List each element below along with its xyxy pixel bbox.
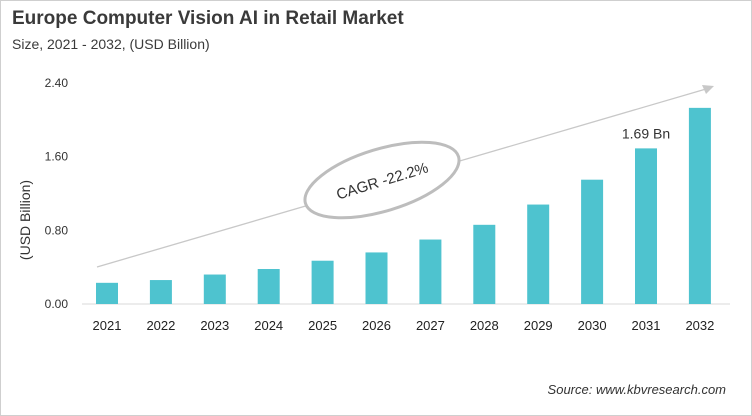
- x-tick-label: 2024: [254, 318, 283, 333]
- bar-2028: [473, 224, 496, 304]
- x-tick-label: 2028: [470, 318, 499, 333]
- bar-2025: [311, 260, 334, 304]
- bar-2029: [527, 204, 550, 304]
- bar-2027: [419, 239, 442, 304]
- x-tick-label: 2027: [416, 318, 445, 333]
- y-axis-label: (USD Billion): [17, 180, 33, 260]
- x-tick-label: 2025: [308, 318, 337, 333]
- bar-2022: [149, 280, 172, 304]
- bar-2031: [635, 148, 657, 304]
- x-tick-label: 2029: [524, 318, 553, 333]
- x-tick-label: 2023: [200, 318, 229, 333]
- x-tick-label: 2022: [146, 318, 175, 333]
- bar-2032: [688, 107, 711, 304]
- source-note: Source: www.kbvresearch.com: [547, 382, 726, 397]
- y-tick-label: 2.40: [45, 76, 69, 90]
- arrow-head-icon: [702, 85, 714, 94]
- x-tick-label: 2021: [93, 318, 122, 333]
- x-tick-label: 2026: [362, 318, 391, 333]
- y-tick-label: 1.60: [45, 150, 69, 164]
- x-tick-label: 2030: [578, 318, 607, 333]
- bar-2026: [365, 252, 388, 304]
- cagr-ellipse: [303, 140, 461, 220]
- bar-2023: [203, 274, 226, 304]
- chart-subtitle: Size, 2021 - 2032, (USD Billion): [12, 36, 210, 52]
- bar-2024: [257, 269, 280, 304]
- data-label-2031: 1.69 Bn: [622, 125, 670, 141]
- chart-title: Europe Computer Vision AI in Retail Mark…: [12, 8, 404, 29]
- y-tick-label: 0.00: [45, 297, 69, 311]
- x-tick-label: 2031: [632, 318, 661, 333]
- y-tick-label: 0.80: [45, 223, 69, 237]
- bar-2030: [581, 179, 604, 304]
- x-tick-label: 2032: [685, 318, 714, 333]
- bar-2021: [96, 282, 118, 304]
